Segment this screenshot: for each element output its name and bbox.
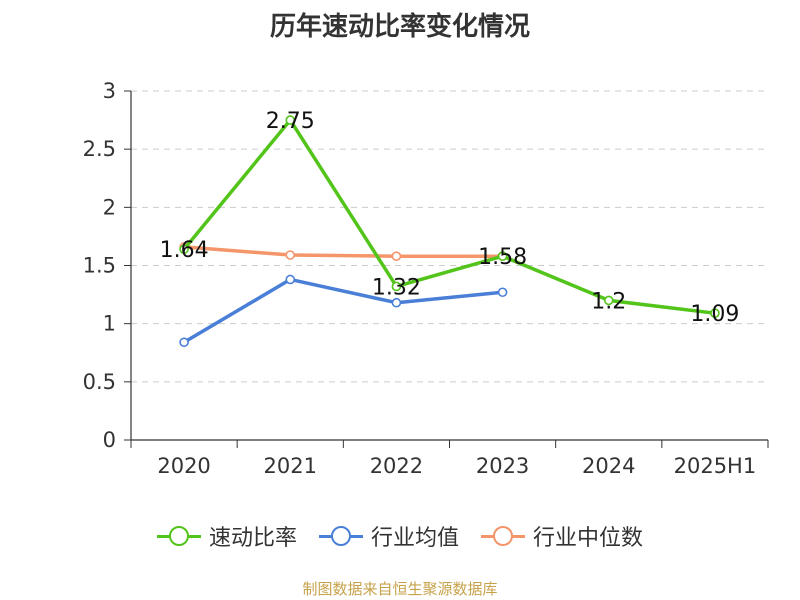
- series-line: [182, 118, 716, 315]
- legend-label-industry-mean: 行业均值: [370, 526, 459, 551]
- series-0: [179, 115, 720, 318]
- y-tick-label: 2.5: [83, 137, 116, 161]
- y-tick-label: 3: [103, 79, 116, 103]
- data-point: [497, 287, 508, 298]
- data-point: [391, 281, 402, 292]
- series-line: [183, 245, 503, 258]
- x-tick-label: 2023: [476, 454, 529, 478]
- legend-swatch-industry-mean: [318, 526, 363, 546]
- y-tick-label: 0: [103, 428, 116, 452]
- legend-item-quick-ratio[interactable]: 速动比率: [156, 520, 297, 552]
- legend-item-industry-median[interactable]: 行业中位数: [481, 520, 643, 552]
- data-point: [285, 115, 296, 125]
- data-label: 1.2: [591, 289, 626, 314]
- legend-label-industry-median: 行业中位数: [533, 526, 644, 551]
- data-point: [391, 297, 402, 308]
- series-1: [179, 274, 508, 348]
- data-label: 1.09: [690, 302, 739, 327]
- legend: 速动比率 行业均值 行业中位数: [0, 520, 800, 552]
- data-point: [391, 251, 402, 261]
- data-label: 1.58: [478, 245, 527, 270]
- legend-label-quick-ratio: 速动比率: [208, 526, 297, 551]
- data-point: [285, 250, 296, 260]
- x-tick-label: 2025H1: [674, 454, 757, 478]
- data-point: [179, 337, 189, 348]
- x-tick-label: 2021: [264, 454, 317, 478]
- x-tick-label: 2022: [370, 454, 423, 478]
- data-label: 1.64: [160, 238, 209, 263]
- data-source-note: 制图数据来自恒生聚源数据库: [302, 580, 498, 598]
- y-tick-label: 1.5: [83, 254, 116, 278]
- data-label: 1.32: [372, 275, 421, 300]
- legend-swatch-quick-ratio: [156, 526, 201, 546]
- x-tick-label: 2020: [157, 454, 210, 478]
- data-point: [603, 295, 614, 306]
- data-label: 2.75: [266, 109, 315, 134]
- legend-swatch-industry-median: [481, 526, 525, 546]
- legend-item-industry-mean[interactable]: 行业均值: [318, 520, 459, 552]
- x-tick-label: 2024: [582, 454, 635, 478]
- data-point: [285, 274, 296, 285]
- data-point: [710, 308, 720, 318]
- y-tick-label: 0.5: [83, 370, 116, 394]
- series-2: [179, 242, 508, 261]
- data-point: [497, 251, 508, 261]
- y-tick-label: 2: [103, 195, 116, 219]
- chart-title: 历年速动比率变化情况: [269, 12, 530, 42]
- series-line: [183, 277, 503, 344]
- data-point: [179, 244, 189, 255]
- y-tick-label: 1: [103, 312, 116, 336]
